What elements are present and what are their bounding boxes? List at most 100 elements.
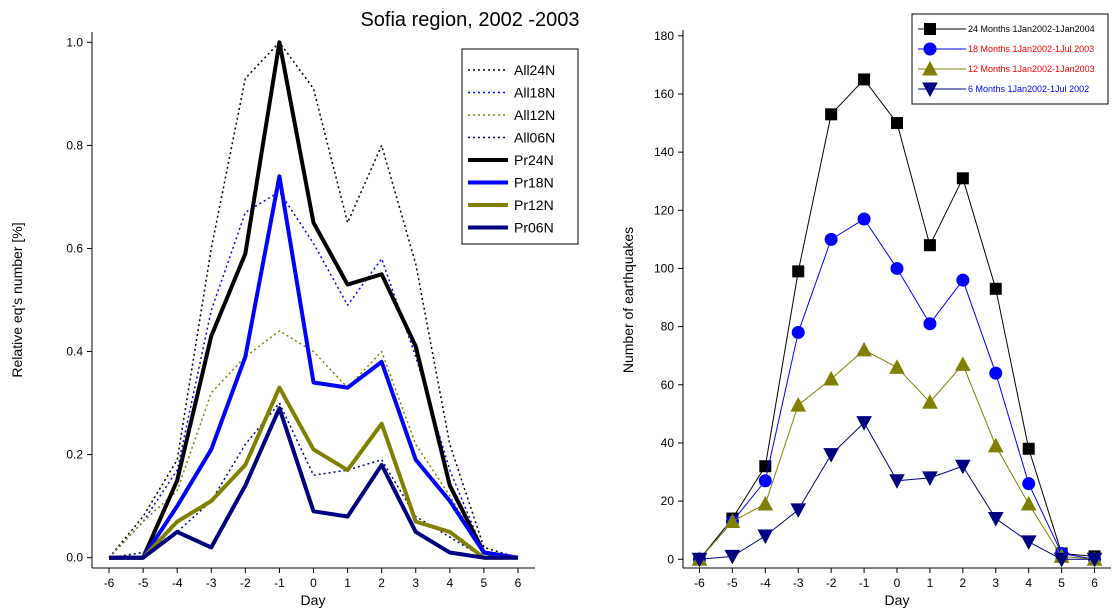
series-line-all12n xyxy=(108,330,519,559)
data-point xyxy=(825,108,838,121)
x-tick-label: 1 xyxy=(344,576,351,590)
x-tick-label: -1 xyxy=(859,576,870,590)
series-line-all24n xyxy=(108,41,519,559)
series-line-pr06n xyxy=(109,406,518,560)
series-line-pr24n xyxy=(109,40,519,560)
left-legend-box xyxy=(461,48,579,245)
data-point xyxy=(757,495,774,511)
legend-marker xyxy=(922,82,938,98)
data-point xyxy=(792,265,805,278)
y-tick-label: 40 xyxy=(661,436,675,450)
legend-label: Pr24N xyxy=(514,152,554,168)
x-tick-label: 5 xyxy=(1058,576,1065,590)
data-point xyxy=(791,325,805,339)
right-chart: Day Number of earthquakes -6 -5 -4 -3 -2 -1 0 1… xyxy=(620,13,1111,608)
legend-label: 24 Months 1Jan2002-1Jan2004 xyxy=(968,24,1095,34)
x-tick-label: -6 xyxy=(104,576,115,590)
legend-marker xyxy=(923,42,937,56)
x-tick-label: 2 xyxy=(378,576,385,590)
data-point xyxy=(1022,477,1036,491)
series-line-12-months-1jan2002-1jan2003 xyxy=(699,349,1095,560)
legend-label: All06N xyxy=(514,130,555,146)
x-tick-label: -2 xyxy=(240,576,251,590)
y-tick-label: 1.0 xyxy=(66,35,83,49)
data-point xyxy=(757,529,774,545)
y-tick-label: 20 xyxy=(661,494,675,508)
right-legend: 24 Months 1Jan2002-1Jan2004 18 Months 1Ja… xyxy=(911,13,1109,105)
data-point xyxy=(890,261,904,275)
data-point xyxy=(759,460,772,473)
data-point xyxy=(857,212,871,226)
x-tick-label: -1 xyxy=(274,576,285,590)
y-tick-label: 180 xyxy=(654,29,674,43)
series-line-all06n xyxy=(108,402,518,559)
y-tick-label: 0 xyxy=(667,552,674,566)
data-point xyxy=(891,117,903,130)
data-point xyxy=(790,397,807,412)
data-point xyxy=(1053,552,1070,568)
data-point xyxy=(724,549,741,565)
data-point xyxy=(858,73,871,86)
series-line-pr12n xyxy=(109,385,518,560)
x-tick-label: 5 xyxy=(481,576,488,590)
legend-marker xyxy=(924,23,936,35)
y-tick-label: 160 xyxy=(654,87,674,101)
data-point xyxy=(889,359,905,374)
x-tick-label: -4 xyxy=(760,576,771,590)
legend-label: 18 Months 1Jan2002-1Jul 2003 xyxy=(968,44,1094,54)
data-point xyxy=(1086,552,1103,568)
x-tick-label: -3 xyxy=(206,576,217,590)
y-tick-label: 0.0 xyxy=(66,551,83,565)
data-point xyxy=(889,474,905,489)
x-tick-label: -4 xyxy=(172,576,183,590)
right-y-axis-title: Number of earthquakes xyxy=(620,227,636,373)
x-tick-label: 0 xyxy=(894,576,901,590)
y-tick-label: 80 xyxy=(661,320,675,334)
left-chart: Day Relative eq's number [%] -6 -5 -4 -3 -2 -… xyxy=(9,32,579,608)
y-tick-label: 0.4 xyxy=(66,345,83,359)
x-tick-label: -5 xyxy=(138,576,149,590)
data-point xyxy=(989,366,1003,380)
x-tick-label: 0 xyxy=(310,576,317,590)
data-point xyxy=(1020,535,1037,550)
y-tick-label: 0.2 xyxy=(66,448,83,462)
left-y-axis-title: Relative eq's number [%] xyxy=(9,222,25,377)
data-point xyxy=(987,437,1004,453)
data-point xyxy=(856,341,872,357)
series-line-all18n xyxy=(108,191,519,559)
data-point xyxy=(922,471,938,486)
chart-title: Sofia region, 2002 -2003 xyxy=(360,9,579,31)
data-point xyxy=(1022,442,1035,455)
y-tick-label: 0.8 xyxy=(66,138,83,152)
legend-marker xyxy=(922,60,938,76)
x-tick-label: -3 xyxy=(793,576,804,590)
x-tick-label: -5 xyxy=(727,576,738,590)
x-tick-label: 3 xyxy=(412,576,419,590)
data-point xyxy=(922,394,938,409)
series-line-pr18n xyxy=(109,174,519,560)
x-tick-label: -6 xyxy=(694,576,705,590)
right-x-axis-title: Day xyxy=(885,592,910,608)
legend-label: All18N xyxy=(514,85,555,101)
x-tick-label: 4 xyxy=(446,576,453,590)
data-point xyxy=(956,172,969,185)
data-point xyxy=(823,448,839,463)
legend-label: Pr06N xyxy=(514,220,554,236)
data-point xyxy=(987,512,1004,527)
data-point xyxy=(824,232,838,246)
data-point xyxy=(724,513,741,528)
legend-label: All24N xyxy=(514,62,555,78)
y-tick-label: 120 xyxy=(654,203,674,217)
data-point xyxy=(923,317,937,331)
data-point xyxy=(823,370,839,386)
x-tick-label: 6 xyxy=(515,576,522,590)
x-tick-label: 6 xyxy=(1091,576,1098,590)
legend-label: All12N xyxy=(514,107,555,123)
x-tick-label: 2 xyxy=(960,576,967,590)
legend-label: 6 Months 1Jan2002-1Jul 2002 xyxy=(968,84,1089,94)
data-point xyxy=(923,239,936,252)
series-line-6-months-1jan2002-1jul-2002 xyxy=(699,422,1095,560)
x-tick-label: 4 xyxy=(1025,576,1032,590)
legend-label: Pr12N xyxy=(514,197,554,213)
data-point xyxy=(989,282,1002,295)
